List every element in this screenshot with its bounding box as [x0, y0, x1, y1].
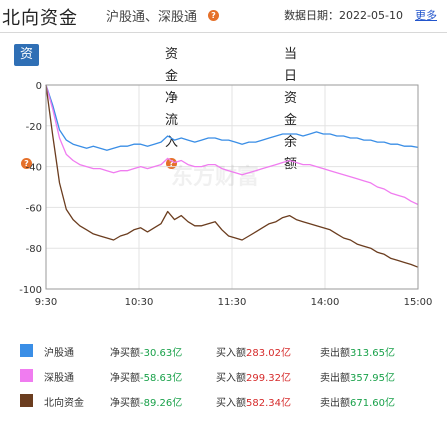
legend-sell: 卖出额671.60亿	[320, 394, 395, 409]
legend-buy: 买入额299.32亿	[216, 369, 291, 384]
legend-net: 净买额-30.63亿	[110, 344, 182, 359]
legend-sell: 卖出额357.95亿	[320, 369, 395, 384]
legend-buy: 买入额582.34亿	[216, 394, 291, 409]
tab-balance-label: 当日资金余额	[284, 47, 298, 172]
x-tick-label: 10:30	[125, 297, 154, 308]
tab-net-buy[interactable]: 资金净买额?	[14, 44, 40, 169]
buy-label: 买入额	[216, 348, 246, 359]
legend-net: 净买额-89.26亿	[110, 394, 182, 409]
data-date: 数据日期：2022-05-10	[284, 9, 403, 22]
help-icon[interactable]: ?	[21, 158, 32, 169]
tab-net-inflow-label: 资金净流入	[165, 47, 179, 150]
legend-swatch	[20, 344, 33, 357]
y-tick-label: -20	[26, 122, 42, 133]
x-tick-label: 14:00	[311, 297, 340, 308]
more-link[interactable]: 更多	[415, 9, 437, 22]
sell-value: 671.60亿	[350, 398, 395, 409]
sell-label: 卖出额	[320, 348, 350, 359]
sell-value: 313.65亿	[350, 348, 395, 359]
y-tick-label: 0	[36, 81, 42, 92]
capital-flow-chart: 东方财富 0 -20 -40 -60 -80 -100 9:30 10:30 11:30 14:…	[19, 81, 433, 308]
x-tick-label: 15:00	[404, 297, 433, 308]
tab-balance[interactable]: 当日资金余额	[284, 44, 297, 172]
net-value: -30.63亿	[140, 348, 183, 359]
x-tick-label: 11:30	[218, 297, 247, 308]
plot-frame	[45, 84, 419, 290]
legend-net: 净买额-58.63亿	[110, 369, 182, 384]
legend-sell: 卖出额313.65亿	[320, 344, 395, 359]
buy-label: 买入额	[216, 398, 246, 409]
x-tick-label: 9:30	[35, 297, 57, 308]
net-label: 净买额	[110, 398, 140, 409]
legend-swatch	[20, 394, 33, 407]
legend-name: 深股通	[44, 373, 74, 384]
x-axis-labels: 9:30 10:30 11:30 14:00 15:00	[35, 297, 433, 308]
sell-label: 卖出额	[320, 373, 350, 384]
buy-value: 283.02亿	[246, 348, 291, 359]
y-tick-label: -80	[26, 244, 42, 255]
legend-name: 北向资金	[44, 398, 84, 409]
net-value: -58.63亿	[140, 373, 183, 384]
net-value: -89.26亿	[140, 398, 183, 409]
legend-buy: 买入额283.02亿	[216, 344, 291, 359]
sell-label: 卖出额	[320, 398, 350, 409]
help-icon[interactable]: ?	[166, 158, 177, 169]
net-label: 净买额	[110, 348, 140, 359]
tab-net-buy-label: 资金净买额	[20, 47, 34, 150]
buy-label: 买入额	[216, 373, 246, 384]
series-line-北向资金	[45, 84, 419, 268]
header: 北向资金 沪股通、深股通 ? 数据日期：2022-05-10 更多	[0, 0, 447, 30]
y-tick-label: -60	[26, 203, 42, 214]
buy-value: 582.34亿	[246, 398, 291, 409]
y-axis-labels: 0 -20 -40 -60 -80 -100	[19, 81, 42, 296]
buy-value: 299.32亿	[246, 373, 291, 384]
watermark: 东方财富	[171, 164, 259, 190]
legend-swatch	[20, 369, 33, 382]
series-line-深股通	[45, 84, 419, 206]
page-subtitle: 沪股通、深股通	[106, 10, 198, 25]
header-divider	[0, 32, 447, 33]
net-label: 净买额	[110, 373, 140, 384]
help-icon[interactable]: ?	[208, 10, 219, 21]
page-title: 北向资金	[2, 8, 78, 29]
y-tick-label: -100	[19, 285, 42, 296]
series-line-沪股通	[45, 84, 419, 151]
y-tick-label: -40	[26, 163, 42, 174]
chart-series	[45, 84, 419, 268]
tab-net-inflow[interactable]: 资金净流入?	[165, 44, 178, 169]
sell-value: 357.95亿	[350, 373, 395, 384]
legend-name: 沪股通	[44, 348, 74, 359]
